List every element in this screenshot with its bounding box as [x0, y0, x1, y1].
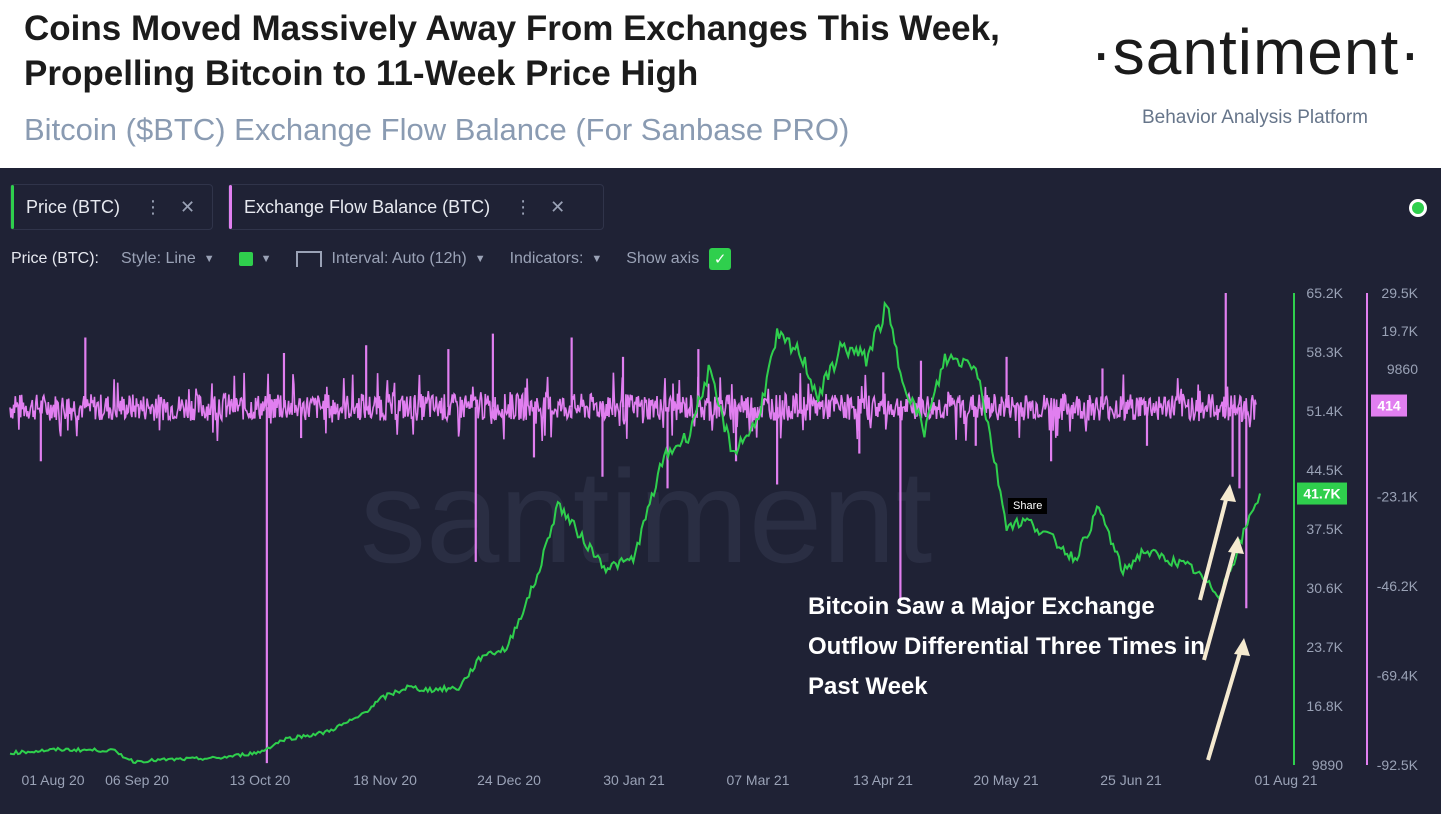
metric-chip-flow[interactable]: Exchange Flow Balance (BTC) ⋮ ✕ — [228, 184, 604, 230]
flow-tick-label: 19.7K — [1381, 323, 1418, 339]
price-tick-label: 9890 — [1312, 757, 1343, 773]
chevron-down-icon: ▼ — [260, 253, 272, 265]
interval-dropdown-label: Interval: Auto (12h) — [331, 250, 467, 267]
price-tick-label: 37.5K — [1306, 521, 1343, 537]
x-tick-label: 13 Oct 20 — [230, 772, 291, 788]
chevron-down-icon: ▼ — [591, 253, 603, 265]
color-dropdown[interactable]: ▼ — [238, 252, 272, 266]
price-tick-label: 30.6K — [1306, 580, 1343, 596]
metric-chip-price[interactable]: Price (BTC) ⋮ ✕ — [10, 184, 213, 230]
logo-tagline: Behavior Analysis Platform — [1142, 107, 1368, 128]
price-last-value-label: 41.7K — [1303, 486, 1340, 502]
price-tick-label: 58.3K — [1306, 344, 1343, 360]
x-tick-label: 20 May 21 — [973, 772, 1039, 788]
flow-last-value-badge — [1371, 394, 1407, 417]
price-last-value-badge — [1297, 482, 1347, 505]
price-color-bar — [11, 185, 14, 229]
annotation-arrows — [1198, 484, 1250, 761]
color-swatch — [238, 252, 253, 266]
flow-color-bar — [229, 185, 232, 229]
more-options-icon[interactable]: ⋮ — [514, 196, 533, 217]
chart-panel: Price (BTC) ⋮ ✕ Exchange Flow Balance (B… — [0, 168, 1441, 814]
x-tick-label: 25 Jun 21 — [1100, 772, 1162, 788]
x-tick-label: 30 Jan 21 — [603, 772, 665, 788]
price-tick-label: 51.4K — [1306, 403, 1343, 419]
flow-axis: 29.5K 19.7K 9860 -23.1K -46.2K -69.4K -92.5K — [1377, 285, 1419, 773]
flow-tick-label: -46.2K — [1377, 578, 1419, 594]
x-tick-label: 07 Mar 21 — [726, 772, 789, 788]
flow-tick-label: 9860 — [1387, 361, 1418, 377]
indicators-dropdown-label: Indicators: — [509, 250, 584, 267]
indicators-dropdown[interactable]: Indicators: ▼ — [510, 250, 603, 268]
x-axis: 01 Aug 20 06 Sep 20 13 Oct 20 18 Nov 20 24 D… — [21, 772, 1317, 788]
checkbox-checked-icon[interactable]: ✓ — [709, 248, 732, 270]
metric-chip-label: Exchange Flow Balance (BTC) — [244, 196, 491, 217]
show-axis-label: Show axis — [626, 250, 700, 267]
flow-tick-label: 29.5K — [1381, 285, 1418, 301]
interval-dropdown[interactable]: Interval: Auto (12h) ▼ — [295, 250, 486, 268]
ruler-icon — [295, 251, 322, 267]
page-subtitle: Bitcoin ($BTC) Exchange Flow Balance (Fo… — [24, 112, 850, 147]
last-value-badges: 41.7K 414 — [1297, 394, 1407, 505]
more-options-icon[interactable]: ⋮ — [144, 196, 162, 217]
x-tick-label: 13 Apr 21 — [853, 772, 913, 788]
toolbar-metric-label: Price (BTC): — [11, 250, 99, 267]
flow-tick-label: -92.5K — [1377, 757, 1419, 773]
show-axis-toggle[interactable]: Show axis ✓ — [626, 248, 732, 270]
flow-noise-band — [9, 372, 1257, 442]
flow-last-value-label: 414 — [1377, 398, 1401, 414]
price-tick-label: 16.8K — [1306, 698, 1343, 714]
flow-series-line — [9, 372, 1257, 442]
chart-toolbar: Price (BTC): Style: Line ▼ ▼ Interval: Au… — [11, 246, 755, 272]
flow-tick-label: -23.1K — [1377, 489, 1419, 505]
price-tick-label: 23.7K — [1306, 639, 1343, 655]
santiment-logo: ·santiment· — [1090, 16, 1422, 88]
share-button[interactable]: Share — [1008, 498, 1048, 514]
close-icon[interactable]: ✕ — [180, 196, 196, 217]
style-dropdown-label: Style: Line — [121, 250, 196, 267]
price-tick-label: 44.5K — [1306, 462, 1343, 478]
chart-annotation: Bitcoin Saw a Major Exchange Outflow Dif… — [808, 593, 1205, 700]
price-tick-label: 65.2K — [1306, 285, 1343, 301]
flow-tick-label: -69.4K — [1377, 668, 1419, 684]
price-axis: 65.2K 58.3K 51.4K 44.5K 37.5K 30.6K 23.7K 16.8K… — [1306, 285, 1343, 773]
x-tick-label: 06 Sep 20 — [105, 772, 169, 788]
x-tick-label: 24 Dec 20 — [477, 772, 541, 788]
chevron-down-icon: ▼ — [203, 253, 215, 265]
style-dropdown[interactable]: Style: Line ▼ — [121, 250, 215, 268]
metric-chip-label: Price (BTC) — [26, 196, 120, 217]
x-tick-label: 01 Aug 21 — [1254, 772, 1317, 788]
chevron-down-icon: ▼ — [474, 253, 486, 265]
header: Coins Moved Massively Away From Exchange… — [0, 0, 1441, 168]
live-status-icon — [1409, 199, 1427, 217]
x-tick-label: 01 Aug 20 — [21, 772, 84, 788]
page-title: Coins Moved Massively Away From Exchange… — [24, 9, 1000, 93]
x-tick-label: 18 Nov 20 — [353, 772, 417, 788]
close-icon[interactable]: ✕ — [550, 196, 566, 217]
price-layer — [9, 300, 1261, 764]
price-series-line — [9, 300, 1261, 764]
